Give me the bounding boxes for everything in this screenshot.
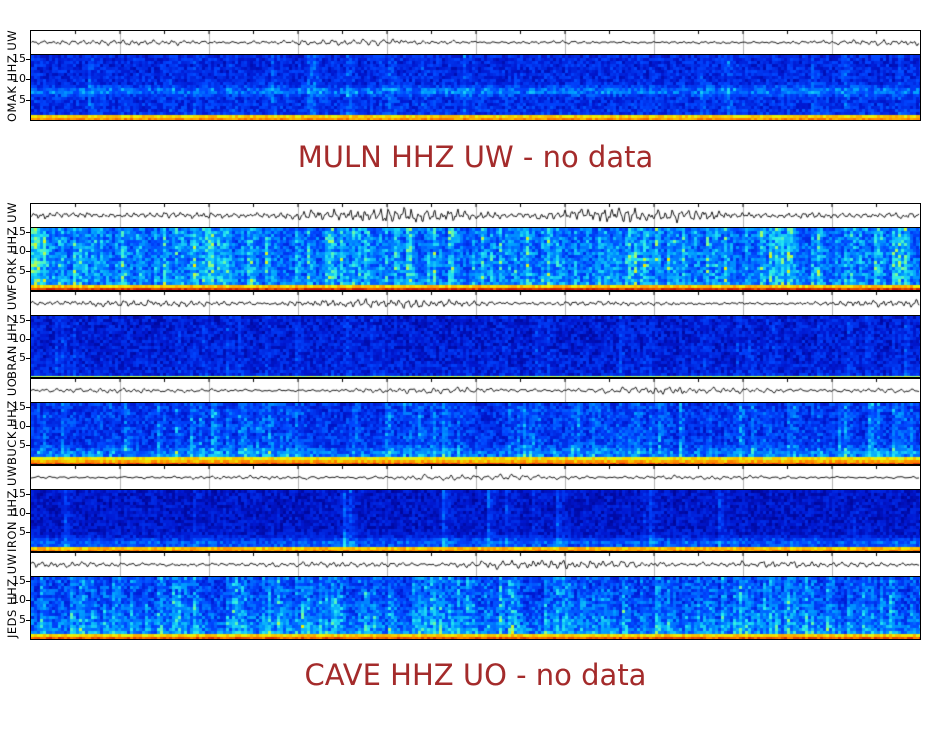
- waveform-plot-fork: [30, 203, 921, 228]
- ytick-mark: [26, 270, 30, 272]
- ytick-mark: [26, 580, 30, 582]
- ytick-mark: [26, 319, 30, 321]
- ytick-mark: [26, 58, 30, 60]
- ytick-label-fork-15: 15: [12, 224, 26, 238]
- ytick-label-fork-5: 5: [19, 263, 26, 277]
- ytick-label-buck-10: 10: [12, 418, 26, 432]
- ytick-label-buck-5: 5: [19, 438, 26, 452]
- spectrogram-plot-omak: [30, 55, 921, 121]
- spectrogram-plot-bran: [30, 316, 921, 378]
- ytick-mark: [26, 619, 30, 621]
- ytick-label-jeds-10: 10: [12, 593, 26, 607]
- spectrogram-plot-buck: [30, 403, 921, 465]
- ytick-mark: [26, 338, 30, 340]
- waveform-plot-iron: [30, 465, 921, 490]
- ytick-label-bran-10: 10: [12, 331, 26, 345]
- ytick-mark: [26, 79, 30, 81]
- waveform-plot-bran: [30, 291, 921, 316]
- ytick-mark: [26, 532, 30, 534]
- ytick-mark: [26, 445, 30, 447]
- ytick-label-omak-15: 15: [12, 51, 26, 65]
- ytick-mark: [26, 251, 30, 253]
- spectrogram-plot-iron: [30, 490, 921, 552]
- ytick-mark: [26, 231, 30, 233]
- ytick-mark: [26, 358, 30, 360]
- ytick-label-iron-10: 10: [12, 505, 26, 519]
- ytick-label-omak-5: 5: [19, 92, 26, 106]
- ytick-mark: [26, 425, 30, 427]
- ytick-label-omak-10: 10: [12, 72, 26, 86]
- waveform-plot-buck: [30, 378, 921, 403]
- ytick-label-buck-15: 15: [12, 399, 26, 413]
- ytick-mark: [26, 99, 30, 101]
- ytick-label-iron-5: 5: [19, 525, 26, 539]
- spectrogram-plot-jeds: [30, 577, 921, 640]
- ytick-label-iron-15: 15: [12, 486, 26, 500]
- ytick-mark: [26, 512, 30, 514]
- ytick-label-jeds-15: 15: [12, 573, 26, 587]
- ytick-mark: [26, 406, 30, 408]
- ytick-label-fork-10: 10: [12, 244, 26, 258]
- waveform-plot-omak: [30, 30, 921, 55]
- ytick-label-bran-5: 5: [19, 351, 26, 365]
- ytick-mark: [26, 493, 30, 495]
- spectrogram-plot-fork: [30, 228, 921, 291]
- no-data-title-cave: CAVE HHZ UO - no data: [304, 658, 647, 692]
- waveform-plot-jeds: [30, 552, 921, 577]
- ytick-label-jeds-5: 5: [19, 612, 26, 626]
- no-data-title-muln: MULN HHZ UW - no data: [297, 140, 654, 174]
- ytick-mark: [26, 600, 30, 602]
- ytick-label-bran-15: 15: [12, 312, 26, 326]
